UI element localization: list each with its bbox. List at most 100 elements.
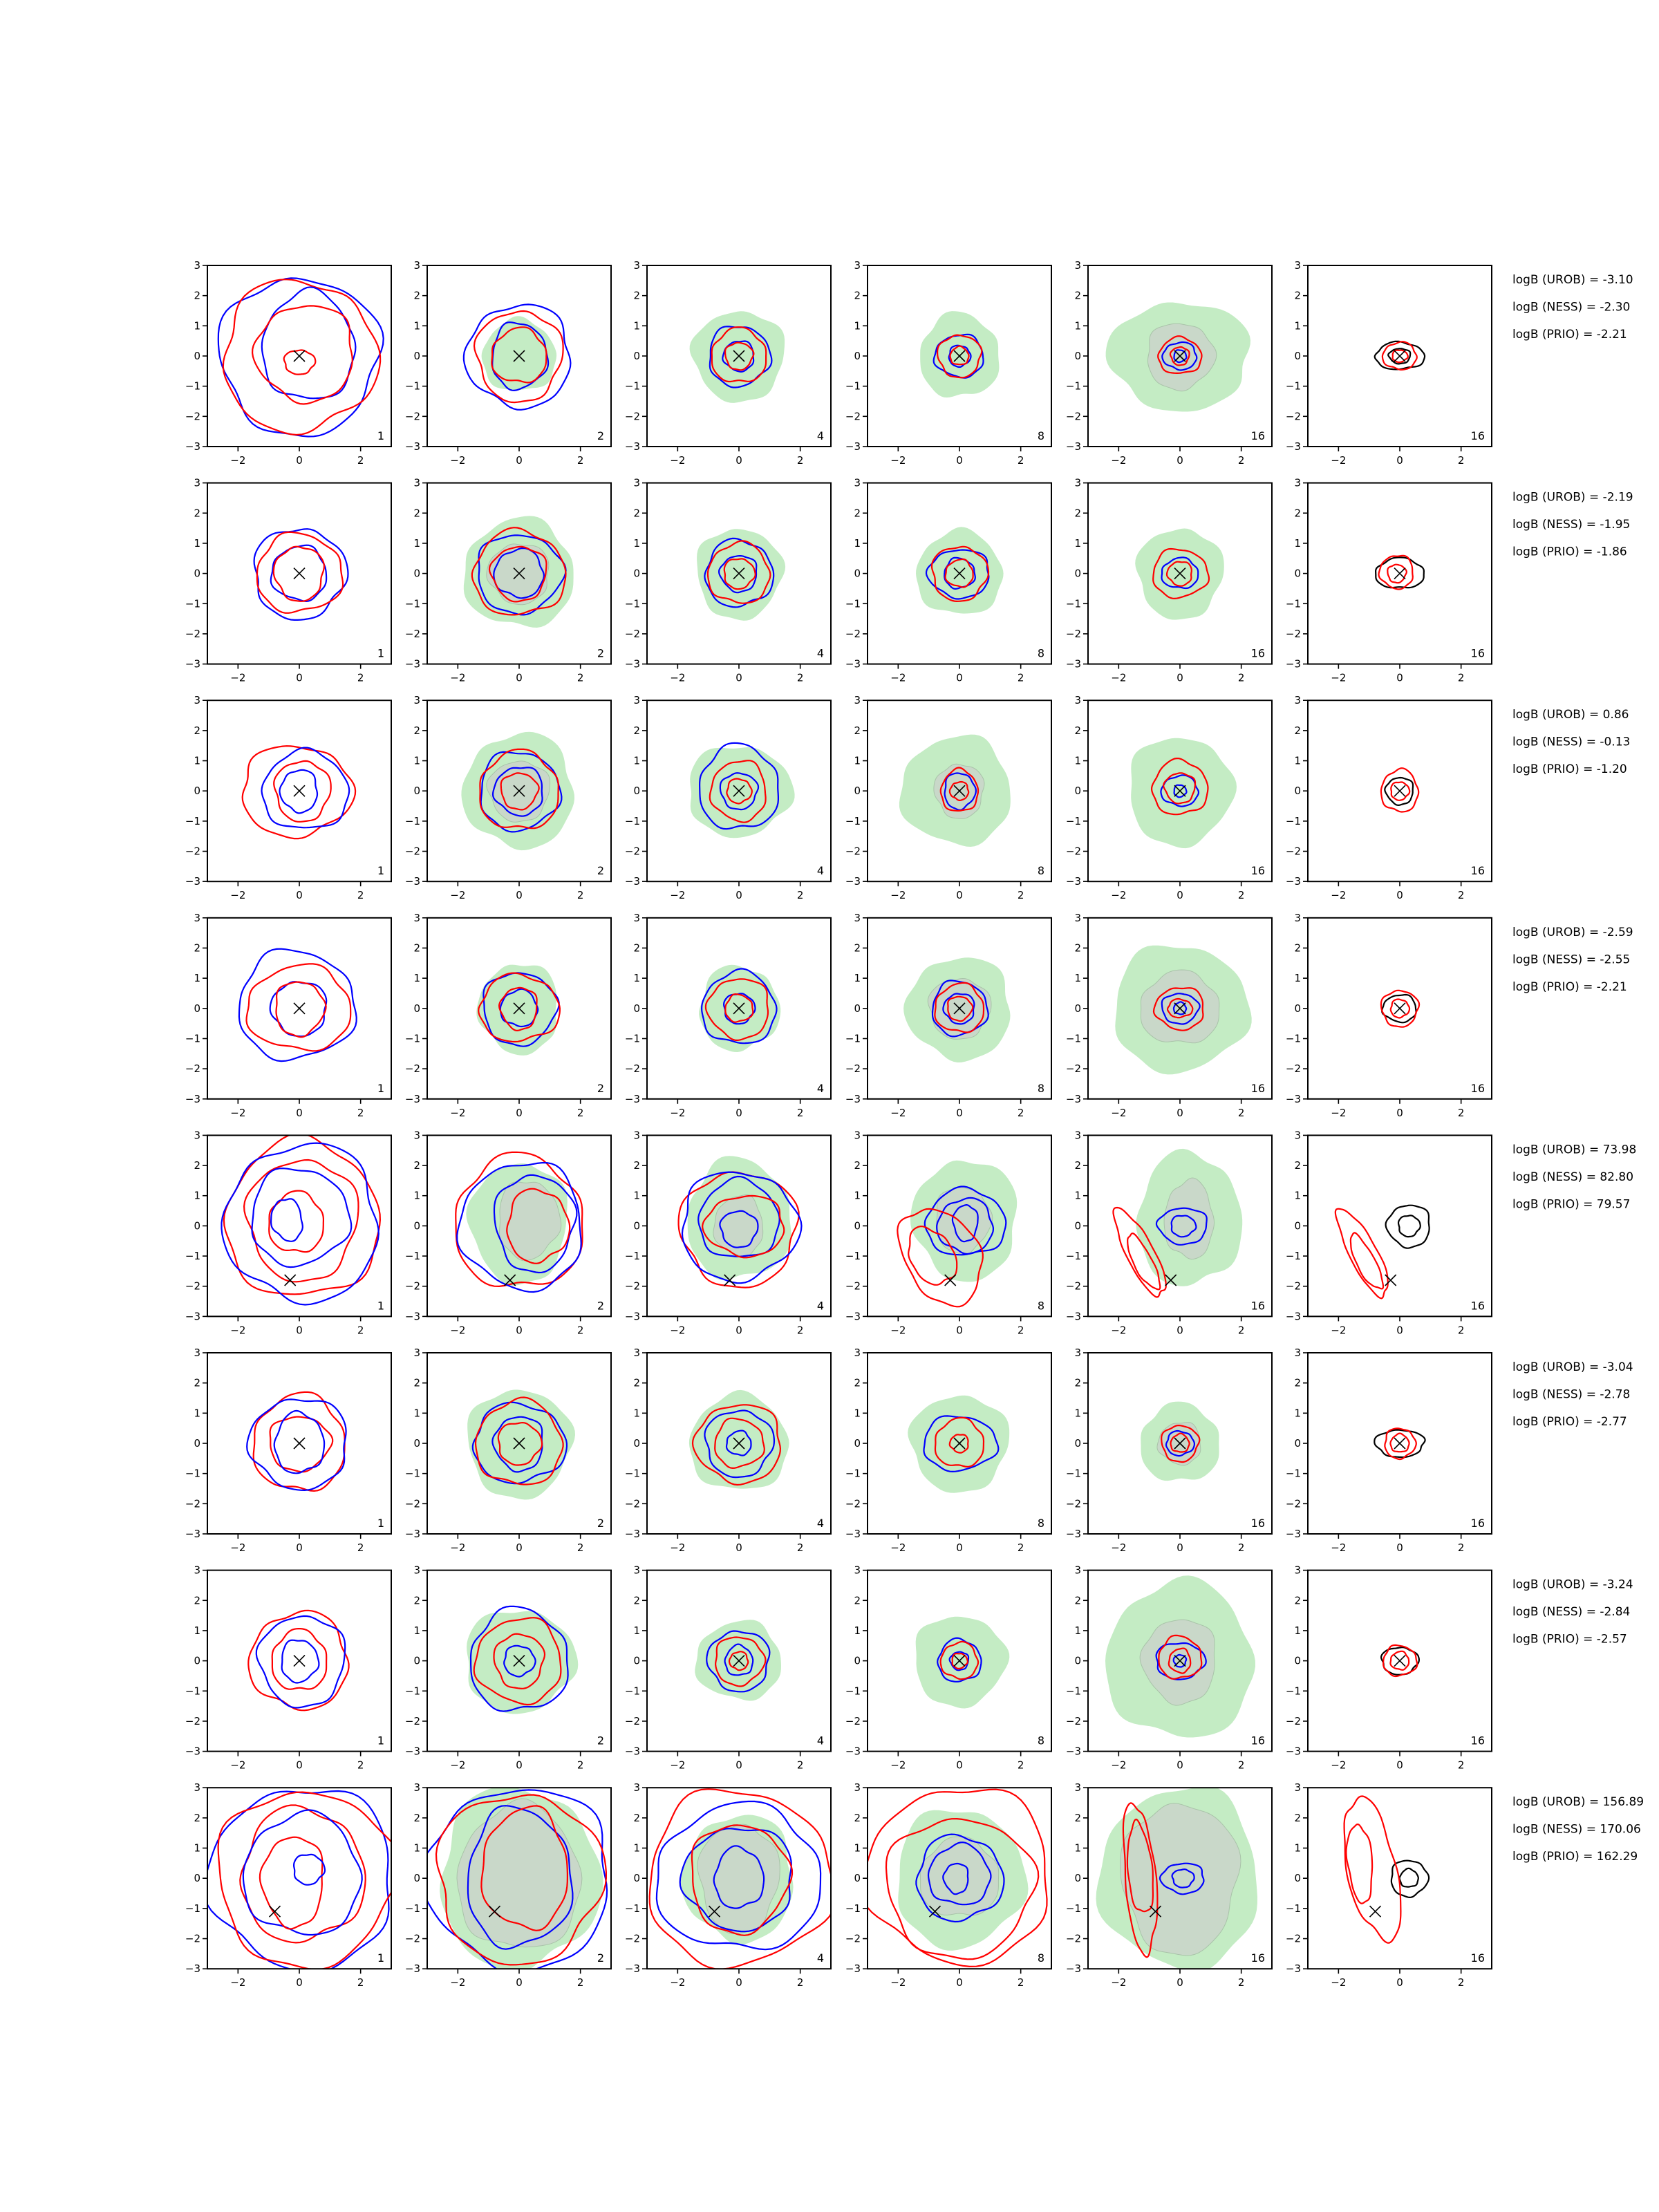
- panel-sample-label: 8: [1038, 429, 1044, 442]
- x-tick-label: 2: [1238, 672, 1245, 684]
- contour-line-blue: [1172, 1653, 1188, 1668]
- contour-line-black: [1381, 993, 1417, 1024]
- y-tick-label: 3: [1074, 912, 1081, 924]
- contour-line-red: [702, 1194, 785, 1259]
- y-tick-label: −2: [185, 845, 200, 858]
- contour-line-blue: [261, 747, 350, 829]
- y-tick-label: 0: [1074, 1002, 1081, 1015]
- panel-sample-label: 2: [597, 1734, 604, 1747]
- x-marker: [733, 1437, 745, 1450]
- y-tick-label: 2: [413, 1812, 420, 1824]
- x-tick-label: 2: [577, 1324, 584, 1336]
- subplot: −3 −2 −1 0 1 2 3 −2 0 2 1: [185, 477, 392, 684]
- x-tick-label: 0: [1396, 1107, 1403, 1119]
- density-fill-green: [920, 311, 1000, 398]
- y-tick-label: −2: [625, 628, 640, 640]
- y-tick-label: 2: [194, 507, 200, 519]
- y-tick-label: 3: [413, 1781, 420, 1794]
- density-fill-green: [476, 964, 557, 1056]
- contour-line-blue: [1173, 349, 1188, 364]
- contour-line-blue: [915, 1833, 1005, 1923]
- y-tick-label: 0: [1294, 1872, 1301, 1884]
- contour-line-red: [273, 760, 332, 823]
- contour-line-red: [1168, 1647, 1192, 1674]
- x-tick-label: 0: [956, 454, 963, 467]
- y-tick-label: −1: [185, 380, 200, 393]
- contour-line-red: [1122, 1802, 1159, 1958]
- y-tick-label: 2: [854, 1812, 861, 1824]
- log-bayes-factor-annotation: logB (UROB) = 156.89: [1512, 1795, 1644, 1809]
- y-tick-label: 0: [854, 1219, 861, 1232]
- contour-line-red: [951, 1652, 969, 1670]
- contour-line-red: [471, 527, 567, 616]
- subplot: −3 −2 −1 0 1 2 3 −2 0 2 16: [1286, 1347, 1492, 1554]
- contour-line-red: [648, 1788, 831, 1969]
- y-tick-label: −3: [1286, 1745, 1301, 1758]
- y-tick-label: −3: [185, 1962, 200, 1975]
- x-tick-label: 0: [1177, 1976, 1183, 1989]
- subplot: −3 −2 −1 0 1 2 3 −2 0 2 16: [1066, 259, 1273, 467]
- x-tick-label: −2: [450, 454, 465, 467]
- y-tick-label: 2: [413, 1159, 420, 1172]
- y-tick-label: −1: [845, 597, 861, 610]
- x-marker: [293, 568, 306, 580]
- x-tick-label: 2: [357, 1107, 364, 1119]
- panel-sample-label: 2: [597, 1517, 604, 1530]
- y-tick-label: 2: [633, 1377, 640, 1389]
- y-tick-label: 2: [633, 290, 640, 302]
- x-tick-label: 0: [956, 889, 963, 901]
- y-tick-label: 2: [1074, 1812, 1081, 1824]
- y-tick-label: 3: [1074, 259, 1081, 272]
- x-marker: [928, 1905, 941, 1918]
- x-tick-label: 2: [1458, 672, 1465, 684]
- y-tick-label: 3: [854, 1781, 861, 1794]
- x-tick-label: −2: [230, 454, 245, 467]
- y-tick-label: −2: [845, 1497, 861, 1510]
- y-tick-label: −1: [625, 1250, 640, 1262]
- y-tick-label: 3: [854, 259, 861, 272]
- y-tick-label: −3: [1286, 658, 1301, 671]
- contour-line-red: [728, 1651, 749, 1671]
- y-tick-label: 3: [854, 694, 861, 706]
- x-tick-label: 0: [516, 1759, 523, 1772]
- y-tick-label: 2: [194, 1812, 200, 1824]
- y-tick-label: 3: [633, 912, 640, 924]
- y-tick-label: −3: [845, 1528, 861, 1540]
- x-tick-label: 0: [296, 1759, 303, 1772]
- panel-sample-label: 1: [377, 429, 384, 442]
- contour-line-blue: [718, 555, 758, 594]
- x-tick-label: 0: [735, 1107, 742, 1119]
- x-tick-label: 0: [1177, 1324, 1183, 1336]
- y-tick-label: 2: [413, 941, 420, 954]
- x-tick-label: 2: [797, 1107, 804, 1119]
- x-tick-label: −2: [1111, 1976, 1126, 1989]
- y-tick-label: 2: [1074, 1377, 1081, 1389]
- y-tick-label: −3: [845, 658, 861, 671]
- y-tick-label: −1: [1066, 1902, 1081, 1915]
- y-tick-label: 2: [854, 724, 861, 737]
- y-tick-label: −1: [1286, 1902, 1301, 1915]
- y-tick-label: −3: [625, 1310, 640, 1322]
- x-tick-label: −2: [1331, 454, 1346, 467]
- y-tick-label: −1: [185, 1032, 200, 1044]
- x-tick-label: 2: [577, 1107, 584, 1119]
- contour-line-red: [1158, 1634, 1203, 1680]
- y-tick-label: 1: [1074, 1624, 1081, 1637]
- y-tick-label: −2: [625, 1280, 640, 1293]
- panel-sample-label: 16: [1471, 1734, 1485, 1747]
- contour-line-red: [239, 1804, 366, 1944]
- x-tick-label: 2: [1238, 889, 1245, 901]
- y-tick-label: 1: [194, 319, 200, 332]
- x-tick-label: 2: [357, 454, 364, 467]
- y-tick-label: −2: [1286, 1062, 1301, 1075]
- y-tick-label: 0: [854, 1437, 861, 1450]
- contour-line-blue: [927, 1841, 992, 1906]
- y-tick-label: −2: [1066, 1062, 1081, 1075]
- panel-sample-label: 4: [817, 1734, 824, 1747]
- y-tick-label: −2: [1066, 1715, 1081, 1727]
- contour-line-red: [948, 1434, 969, 1454]
- y-tick-label: −2: [1286, 1497, 1301, 1510]
- y-tick-label: −1: [1066, 1032, 1081, 1044]
- x-marker: [733, 1655, 745, 1667]
